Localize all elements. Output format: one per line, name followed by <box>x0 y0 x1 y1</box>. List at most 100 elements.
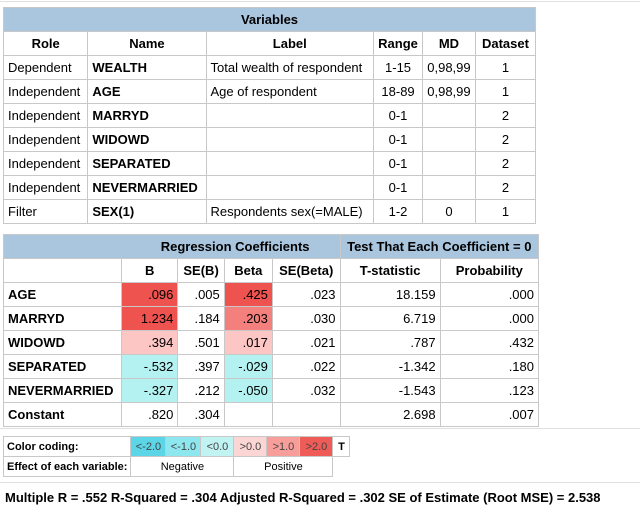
legend-bin: >0.0 <box>233 436 268 457</box>
variable-cell[interactable]: Constant <box>3 402 122 427</box>
t-cell: 18.159 <box>339 282 441 307</box>
variable-cell[interactable]: WIDOWD <box>3 330 122 355</box>
md-cell: 0 <box>422 199 476 224</box>
beta-cell: -.050 <box>223 378 273 403</box>
name-cell[interactable]: SEPARATED <box>87 151 207 176</box>
col-beta: Beta <box>223 258 273 283</box>
md-cell <box>422 127 476 152</box>
seb-cell: .005 <box>177 282 225 307</box>
col-sebeta: SE(Beta) <box>271 258 341 283</box>
seb-cell: .212 <box>177 378 225 403</box>
b-cell: -.532 <box>120 354 179 379</box>
variables-title: Variables <box>3 7 536 32</box>
col-md: MD <box>422 31 476 56</box>
probability-cell: .180 <box>439 354 540 379</box>
table-row: Dependent WEALTH Total wealth of respond… <box>2 55 537 80</box>
legend-bin: <-1.0 <box>165 436 202 457</box>
dataset-cell: 2 <box>474 127 537 152</box>
seb-cell: .397 <box>177 354 225 379</box>
model-summary: Multiple R = .552 R-Squared = .304 Adjus… <box>5 490 601 505</box>
table-row: Constant .820 .304 2.698 .007 <box>3 402 540 427</box>
table-row: Independent NEVERMARRIED 0-1 2 <box>2 175 537 200</box>
md-cell <box>422 151 476 176</box>
test-title: Test That Each Coefficient = 0 <box>339 234 540 259</box>
dataset-cell: 2 <box>474 151 537 176</box>
t-cell: .787 <box>339 330 441 355</box>
col-t: T-statistic <box>339 258 441 283</box>
beta-cell: .017 <box>223 330 273 355</box>
sebeta-cell: .022 <box>271 354 341 379</box>
b-cell: .096 <box>120 282 179 307</box>
range-cell: 0-1 <box>373 151 423 176</box>
seb-cell: .304 <box>177 402 225 427</box>
t-cell: -1.342 <box>339 354 441 379</box>
range-cell: 18-89 <box>373 79 423 104</box>
label-cell <box>205 103 375 128</box>
md-cell: 0,98,99 <box>422 79 476 104</box>
col-name: Name <box>87 31 207 56</box>
dataset-cell: 1 <box>474 55 537 80</box>
col-range: Range <box>373 31 423 56</box>
name-cell[interactable]: NEVERMARRIED <box>87 175 207 200</box>
beta-cell: .203 <box>223 306 273 331</box>
b-cell: .394 <box>120 330 179 355</box>
table-row: Independent WIDOWD 0-1 2 <box>2 127 537 152</box>
t-cell: -1.543 <box>339 378 441 403</box>
effect-label: Effect of each variable: <box>2 456 132 477</box>
dataset-cell: 2 <box>474 175 537 200</box>
role-cell: Independent <box>2 127 89 152</box>
negative-label: Negative <box>130 456 235 477</box>
col-b: B <box>120 258 179 283</box>
range-cell: 1-2 <box>373 199 423 224</box>
name-cell[interactable]: WEALTH <box>87 55 207 80</box>
md-cell <box>422 103 476 128</box>
name-cell[interactable]: WIDOWD <box>87 127 207 152</box>
color-coding-label: Color coding: <box>2 436 132 457</box>
range-cell: 0-1 <box>373 175 423 200</box>
color-legend: Color coding: <-2.0 <-1.0 <0.0 >0.0 >1.0… <box>2 436 351 477</box>
table-row: Independent SEPARATED 0-1 2 <box>2 151 537 176</box>
legend-bin: >2.0 <box>299 436 334 457</box>
label-cell <box>205 175 375 200</box>
legend-bin: >1.0 <box>266 436 301 457</box>
variable-cell[interactable]: SEPARATED <box>3 354 122 379</box>
variable-cell[interactable]: NEVERMARRIED <box>3 378 122 403</box>
sebeta-cell: .030 <box>271 306 341 331</box>
coefficients-title: Regression Coefficients <box>3 234 341 259</box>
beta-cell <box>223 402 273 427</box>
range-cell: 1-15 <box>373 55 423 80</box>
legend-suffix: T <box>332 436 351 457</box>
variable-cell[interactable]: MARRYD <box>3 306 122 331</box>
col-seb: SE(B) <box>177 258 225 283</box>
sebeta-cell: .021 <box>271 330 341 355</box>
label-cell <box>205 127 375 152</box>
name-cell[interactable]: SEX(1) <box>87 199 207 224</box>
b-cell: 1.234 <box>120 306 179 331</box>
legend-bin: <0.0 <box>200 436 235 457</box>
table-row: SEPARATED -.532 .397 -.029 .022 -1.342 .… <box>3 354 540 379</box>
col-role: Role <box>2 31 89 56</box>
sebeta-cell <box>271 402 341 427</box>
role-cell: Independent <box>2 103 89 128</box>
variable-cell[interactable]: AGE <box>3 282 122 307</box>
t-cell: 6.719 <box>339 306 441 331</box>
dataset-cell: 1 <box>474 79 537 104</box>
table-row: WIDOWD .394 .501 .017 .021 .787 .432 <box>3 330 540 355</box>
seb-cell: .501 <box>177 330 225 355</box>
t-cell: 2.698 <box>339 402 441 427</box>
table-row: Independent AGE Age of respondent 18-89 … <box>2 79 537 104</box>
col-dataset: Dataset <box>474 31 537 56</box>
name-cell[interactable]: MARRYD <box>87 103 207 128</box>
positive-label: Positive <box>233 456 334 477</box>
role-cell: Dependent <box>2 55 89 80</box>
md-cell <box>422 175 476 200</box>
table-row: AGE .096 .005 .425 .023 18.159 .000 <box>3 282 540 307</box>
table-row: NEVERMARRIED -.327 .212 -.050 .032 -1.54… <box>3 378 540 403</box>
seb-cell: .184 <box>177 306 225 331</box>
role-cell: Independent <box>2 79 89 104</box>
probability-cell: .000 <box>439 282 540 307</box>
name-cell[interactable]: AGE <box>87 79 207 104</box>
probability-cell: .007 <box>439 402 540 427</box>
label-cell <box>205 151 375 176</box>
variables-table: Variables Role Name Label Range MD Datas… <box>2 7 537 224</box>
